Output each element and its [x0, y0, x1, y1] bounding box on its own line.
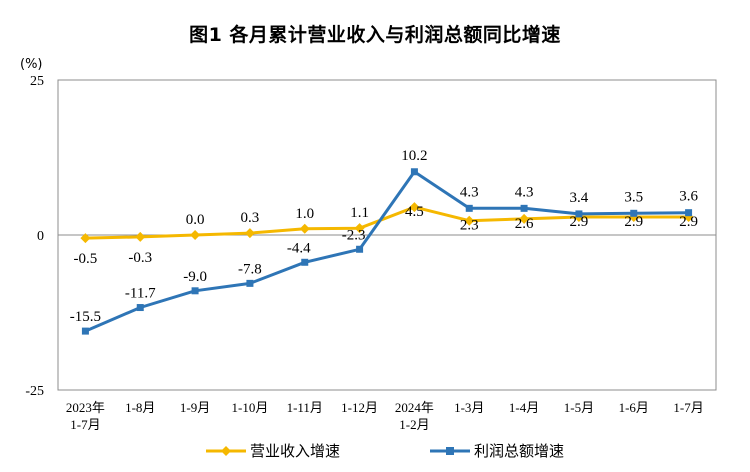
x-tick-label: 1-5月 — [564, 400, 594, 415]
data-point-revenue — [299, 223, 310, 234]
x-tick-label: 1-6月 — [619, 400, 649, 415]
data-point-revenue — [190, 230, 201, 240]
data-label-profit: 4.3 — [515, 184, 534, 200]
data-label-profit: -2.3 — [342, 227, 366, 243]
data-label-profit: -9.0 — [183, 269, 207, 285]
data-point-revenue — [354, 223, 365, 234]
y-tick-label: 0 — [37, 229, 44, 244]
data-point-profit — [685, 209, 693, 217]
legend: 营业收入增速 利润总额增速 — [0, 440, 750, 464]
data-point-profit — [191, 287, 199, 295]
data-label-profit: 10.2 — [401, 148, 427, 164]
data-point-revenue — [519, 213, 530, 224]
line-chart: -25 0 25 2023年 1-7月 1-8月 1-9月 1-10月 1-11月 1-12月 20… — [25, 74, 717, 432]
data-point-revenue — [135, 231, 146, 242]
data-label-revenue: 4.5 — [405, 204, 424, 220]
data-label-revenue: -0.5 — [74, 251, 98, 267]
data-label-revenue: 2.9 — [570, 214, 589, 230]
data-point-profit — [630, 209, 638, 217]
data-label-profit: -15.5 — [70, 309, 101, 325]
y-tick-label: -25 — [25, 384, 44, 399]
data-label-revenue: 1.1 — [350, 205, 369, 221]
data-point-profit — [575, 210, 583, 218]
data-label-profit: 3.6 — [679, 189, 698, 205]
data-label-revenue: 0.0 — [186, 212, 205, 228]
data-point-profit — [136, 304, 144, 312]
x-tick-label: 1-11月 — [287, 400, 323, 415]
x-tick-label: 1-8月 — [125, 400, 155, 415]
data-label-revenue: 2.3 — [460, 218, 479, 234]
series-line-1 — [84, 170, 689, 333]
data-point-revenue — [80, 233, 91, 244]
data-point-profit — [465, 204, 473, 212]
data-label-profit: -4.4 — [287, 240, 311, 256]
data-point-revenue — [409, 202, 420, 213]
data-point-profit — [356, 245, 364, 253]
data-label-revenue: -0.3 — [128, 250, 152, 266]
legend-swatch-revenue — [206, 445, 246, 456]
legend-item-profit: 利润总额增速 — [430, 440, 564, 461]
data-label-revenue: 2.9 — [679, 214, 698, 230]
legend-label-revenue: 营业收入增速 — [250, 442, 341, 460]
data-point-revenue — [464, 215, 475, 226]
data-point-profit — [520, 204, 528, 212]
data-point-profit — [410, 168, 418, 176]
data-label-revenue: 1.0 — [295, 206, 314, 222]
data-label-profit: -11.7 — [125, 286, 156, 302]
x-tick-label: 1-9月 — [180, 400, 210, 415]
data-label-revenue: 2.6 — [515, 216, 534, 232]
x-tick-label: 2023年 1-7月 — [66, 400, 105, 432]
data-point-profit — [246, 279, 254, 287]
chart-title: 图1 各月累计营业收入与利润总额同比增速 — [189, 24, 561, 46]
data-label-revenue: 2.9 — [624, 214, 643, 230]
y-tick-label: 25 — [30, 74, 44, 89]
series-line-0 — [85, 205, 689, 240]
data-point-revenue — [244, 228, 255, 239]
data-label-revenue: 0.3 — [241, 210, 260, 226]
legend-label-profit: 利润总额增速 — [474, 442, 565, 460]
x-tick-label: 1-10月 — [231, 400, 268, 415]
legend-swatch-profit — [430, 446, 470, 455]
data-point-profit — [81, 327, 89, 335]
data-point-profit — [301, 258, 309, 266]
data-label-profit: 3.4 — [570, 190, 589, 206]
x-tick-label: 1-7月 — [673, 400, 703, 415]
data-label-profit: 4.3 — [460, 184, 479, 200]
x-tick-label: 1-3月 — [454, 400, 484, 415]
y-axis-unit: (%) — [20, 57, 43, 72]
x-tick-label: 1-12月 — [341, 400, 378, 415]
legend-item-revenue: 营业收入增速 — [206, 440, 340, 461]
x-tick-label: 1-4月 — [509, 400, 539, 415]
data-label-profit: 3.5 — [624, 189, 643, 205]
x-tick-label: 2024年 1-2月 — [395, 400, 434, 432]
data-label-profit: -7.8 — [238, 261, 262, 277]
